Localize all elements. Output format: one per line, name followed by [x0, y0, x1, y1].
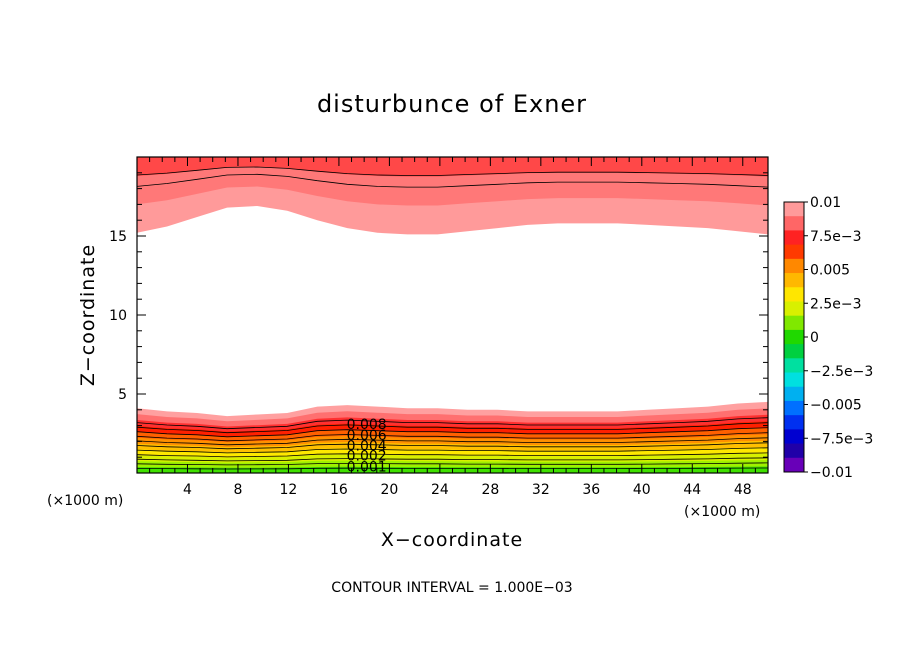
colorbar-swatch [784, 358, 804, 374]
colorbar-label: −0.01 [810, 465, 853, 481]
colorbar-swatch [784, 372, 804, 388]
bottom-contour-line-10 [137, 457, 768, 462]
y-tick-labels: 5 10 15 [109, 229, 127, 403]
colorbar-swatch [784, 415, 804, 430]
x-tick-label: 28 [481, 482, 499, 498]
colorbar-swatch [784, 400, 804, 416]
y-axis-label: Z−coordinate [77, 244, 99, 386]
y-tick-label: 5 [118, 387, 127, 403]
colorbar-labels: 0.01 7.5e−3 0.005 2.5e−3 0 −2.5e−3 −0.005 −7.5e… [810, 195, 873, 481]
contour-label: 0.006 [347, 428, 387, 444]
bottom-contour-line-7 [137, 442, 768, 450]
x-tick-label: 32 [532, 482, 550, 498]
colorbar-swatch [784, 301, 804, 317]
colorbar-label: 0 [810, 330, 819, 346]
bottom-contour-line-11 [137, 462, 768, 466]
contour-label: 0.002 [347, 449, 387, 465]
x-axis-label: X−coordinate [381, 529, 523, 551]
contour-label: 0.004 [347, 438, 387, 454]
chart-title: disturbunce of Exner [317, 90, 587, 118]
colorbar [783, 201, 808, 473]
y-tick-label: 10 [109, 308, 127, 324]
colorbar-label: 7.5e−3 [810, 229, 862, 245]
bottom-contour-line-4 [137, 427, 768, 438]
colorbar-label: 0.01 [810, 195, 841, 211]
contour-lines [137, 166, 768, 470]
x-tick-label: 12 [280, 482, 298, 498]
x-tick-label: 24 [431, 482, 449, 498]
colorbar-label: −2.5e−3 [810, 364, 873, 380]
colorbar-swatch [784, 329, 804, 345]
x-tick-label: 40 [633, 482, 651, 498]
colorbar-swatch [784, 230, 804, 246]
bottom-contour-line-9 [137, 452, 768, 458]
axis-ticks [137, 157, 768, 473]
colorbar-swatch [784, 457, 804, 473]
x-tick-label: 36 [582, 482, 600, 498]
colorbar-label: −0.005 [810, 398, 862, 414]
x-tick-labels: 4 8 12 16 20 24 28 32 36 40 44 48 [183, 482, 752, 498]
colorbar-swatch [784, 315, 804, 331]
contour-label: 0.001 [347, 460, 387, 476]
bottom-contour-line-2 [137, 417, 768, 430]
bottom-contour-line-8 [137, 447, 768, 454]
bottom-contour-line-3 [137, 422, 768, 434]
colorbar-swatch [784, 202, 804, 217]
colorbar-label: 0.005 [810, 263, 850, 279]
colorbar-label: 2.5e−3 [810, 296, 862, 312]
colorbar-swatch [784, 244, 804, 260]
contour-label: 0.008 [347, 417, 387, 433]
top-contour-line-1 [137, 166, 768, 176]
colorbar-swatch [784, 443, 804, 459]
colorbar-swatch [784, 344, 804, 359]
colorbar-swatch [784, 429, 804, 445]
x-tick-label: 8 [233, 482, 242, 498]
colorbar-swatch [784, 258, 804, 274]
colorbar-swatch [784, 216, 804, 231]
colorbar-label: −7.5e−3 [810, 431, 873, 447]
x-tick-label: 44 [683, 482, 701, 498]
bottom-contour-line-5 [137, 432, 768, 442]
colorbar-swatch [784, 287, 804, 302]
x-unit-label-right: (×1000 m) [684, 504, 760, 520]
colorbar-swatch [784, 386, 804, 402]
x-tick-label: 48 [734, 482, 752, 498]
x-unit-label-left: (×1000 m) [47, 493, 123, 509]
top-band-2 [137, 157, 768, 177]
x-tick-label: 4 [183, 482, 192, 498]
y-tick-label: 15 [109, 229, 127, 245]
colorbar-swatch [784, 273, 804, 288]
bottom-band-9 [137, 460, 768, 473]
top-contour-line-0 [137, 173, 768, 188]
x-tick-label: 16 [330, 482, 348, 498]
x-tick-label: 20 [380, 482, 398, 498]
bottom-contour-line-6 [137, 437, 768, 446]
contour-interval-note: CONTOUR INTERVAL = 1.000E−03 [331, 580, 572, 596]
